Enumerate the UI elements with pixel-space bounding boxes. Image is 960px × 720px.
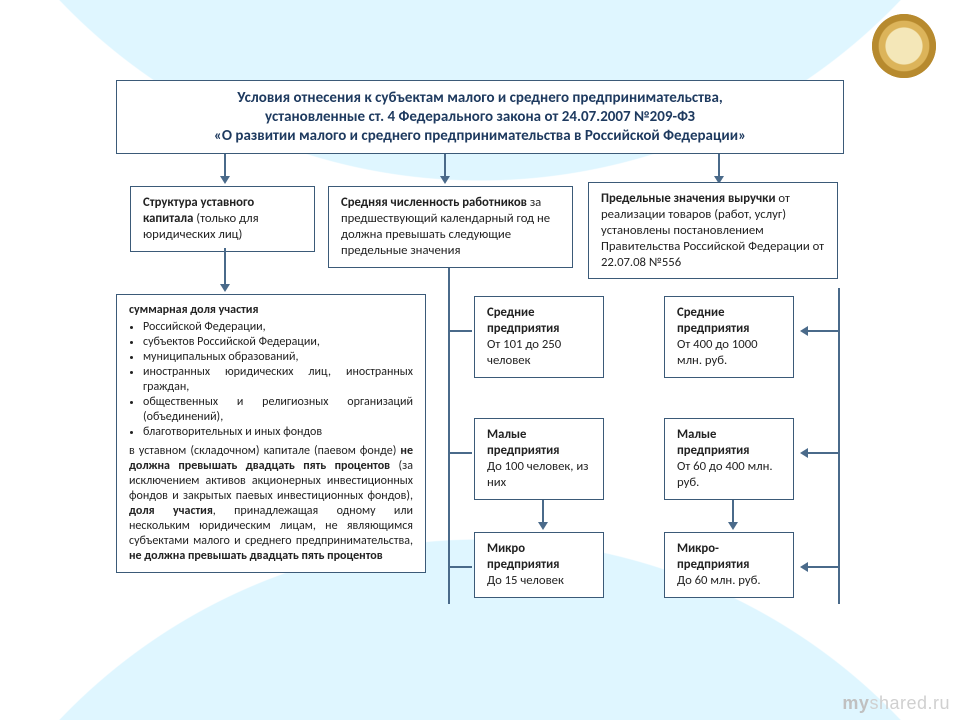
bullet: общественных и религиозных организаций (… [143,395,413,425]
capital-bullets: Российской Федерации, субъектов Российск… [129,320,413,440]
arrow-to-rev-medium [800,326,838,336]
rev-medium-val: От 400 до 1000 млн. руб. [677,337,781,369]
title-line3: «О развитии малого и среднего предприним… [129,127,831,146]
capital-detail: суммарная доля участия Российской Федера… [116,294,426,573]
arrow-to-emp-micro [450,562,472,572]
emp-medium: Средние предприятия От 101 до 250 челове… [474,296,604,378]
rev-small-val: От 60 до 400 млн. руб. [677,459,781,491]
wm-c: .ru [927,693,950,713]
bullet: муниципальных образований, [143,350,413,365]
emp-small-name: Малые предприятия [487,427,559,458]
emp-medium-name: Средние предприятия [487,305,559,336]
emp-micro: Микро предприятия До 15 человек [474,532,604,598]
wm-a: my [842,693,869,713]
arrow-title-to-capital [220,154,230,184]
rev-micro-val: До 60 млн. руб. [677,573,781,589]
arrow-title-to-employees [440,154,450,184]
arrow-title-to-revenue [714,154,724,184]
bullet: Российской Федерации, [143,320,413,335]
emp-medium-val: От 101 до 250 человек [487,337,591,369]
emblem-icon [872,14,936,78]
rev-micro-name: Микро-предприятия [677,541,749,572]
capital-lead: суммарная доля участия [129,303,258,317]
rev-small-name: Малые предприятия [677,427,749,458]
criteria-employees-head: Средняя численность работников [341,195,527,210]
bullet: иностранных юридических лиц, иностранных… [143,365,413,395]
wm-b: shared [869,693,927,713]
cap-p-f: не должна превышать двадцать пять процен… [129,549,383,563]
bullet: благотворительных и иных фондов [143,425,413,440]
emp-small: Малые предприятия До 100 человек, из них [474,418,604,500]
arrow-to-emp-small [450,448,472,458]
criteria-employees: Средняя численность работников за предше… [328,186,573,268]
emp-small-val: До 100 человек, из них [487,459,591,491]
connector-employees-trunk [448,268,450,604]
rev-micro: Микро-предприятия До 60 млн. руб. [664,532,794,598]
arrow-to-rev-small [800,448,838,458]
title-line2: установленные ст. 4 Федерального закона … [129,108,831,127]
arrow-to-emp-medium [450,326,472,336]
arrow-capital-to-detail [220,248,230,292]
criteria-revenue-head: Предельные значения выручки [601,191,776,206]
rev-small: Малые предприятия От 60 до 400 млн. руб. [664,418,794,500]
title-line1: Условия отнесения к субъектам малого и с… [129,89,831,108]
emp-micro-name: Микро предприятия [487,541,559,572]
rev-medium: Средние предприятия От 400 до 1000 млн. … [664,296,794,378]
rev-medium-name: Средние предприятия [677,305,749,336]
arrow-to-rev-micro [800,562,838,572]
title-box: Условия отнесения к субъектам малого и с… [116,80,844,154]
emp-micro-val: До 15 человек [487,573,591,589]
cap-p-a: в уставном (складочном) капитале (паевом… [129,444,400,458]
watermark: myshared.ru [842,693,950,714]
criteria-capital: Структура уставного капитала (только для… [130,186,315,252]
bullet: субъектов Российской Федерации, [143,335,413,350]
cap-p-d: доля участия [129,504,213,518]
connector-revenue-trunk [838,288,840,604]
criteria-revenue: Предельные значения выручки от реализаци… [588,182,838,279]
